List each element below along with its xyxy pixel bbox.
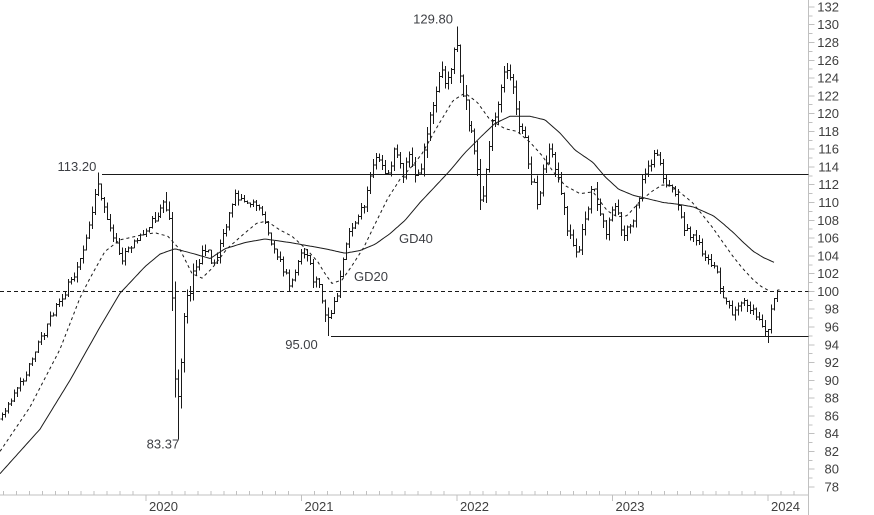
y-tick-label: 90 — [825, 373, 839, 388]
y-tick-label: 128 — [817, 35, 839, 50]
y-tick-label: 118 — [818, 124, 839, 139]
x-tick-label: 2023 — [616, 499, 645, 514]
x-tick-label: 2024 — [771, 499, 800, 514]
y-tick-label: 112 — [818, 177, 839, 192]
support-label: 95.00 — [285, 337, 318, 352]
y-tick-label: 106 — [817, 231, 839, 246]
y-tick-label: 88 — [825, 391, 839, 406]
annotation-gd40-label: GD40 — [399, 231, 433, 246]
y-tick-label: 94 — [825, 337, 839, 352]
y-tick-label: 98 — [825, 302, 839, 317]
ohlc-bars — [0, 26, 780, 440]
y-tick-label: 100 — [817, 284, 839, 299]
y-tick-label: 84 — [825, 426, 839, 441]
y-tick-label: 96 — [825, 319, 839, 334]
y-tick-label: 80 — [825, 462, 839, 477]
x-tick-label: 2021 — [305, 499, 334, 514]
y-tick-label: 130 — [817, 17, 839, 32]
y-tick-label: 102 — [817, 266, 839, 281]
annotation-high-label: 129.80 — [413, 11, 453, 26]
y-tick-label: 78 — [825, 480, 839, 495]
annotation-gd20-label: GD20 — [354, 269, 388, 284]
x-tick-label: 2020 — [149, 499, 178, 514]
y-tick-label: 108 — [817, 213, 839, 228]
y-tick-label: 92 — [825, 355, 839, 370]
y-tick-label: 114 — [818, 159, 839, 174]
y-tick-label: 116 — [818, 142, 839, 157]
resistance-label: 113.20 — [58, 159, 97, 174]
y-tick-label: 86 — [825, 408, 839, 423]
y-tick-label: 126 — [817, 53, 839, 68]
y-tick-label: 120 — [817, 106, 839, 121]
annotation-low-label: 83.37 — [147, 436, 180, 451]
y-tick-label: 104 — [817, 248, 839, 263]
y-tick-label: 82 — [825, 444, 839, 459]
y-tick-label: 110 — [818, 195, 839, 210]
gd20-line — [0, 93, 769, 452]
y-tick-label: 132 — [817, 0, 839, 14]
y-tick-label: 122 — [817, 88, 839, 103]
y-tick-label: 124 — [817, 71, 839, 86]
x-tick-label: 2022 — [460, 499, 489, 514]
gd40-line — [0, 115, 775, 475]
